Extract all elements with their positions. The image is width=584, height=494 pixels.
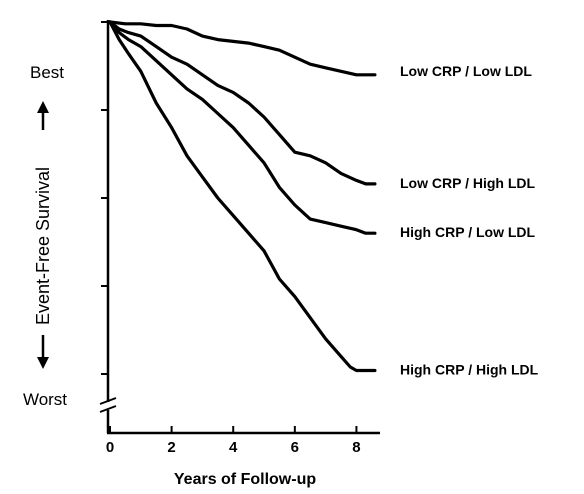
- series-line: [108, 20, 377, 77]
- axis-break-mark-upper: [99, 397, 117, 405]
- series-label: High CRP / Low LDL: [400, 224, 536, 240]
- series-lines: [108, 20, 377, 373]
- y-axis-label: Event-Free Survival: [33, 167, 53, 325]
- series-label: High CRP / High LDL: [400, 361, 539, 377]
- series-line: [108, 20, 377, 235]
- arrow-down-icon: [37, 335, 49, 369]
- y-ticks: [101, 21, 108, 375]
- y-bottom-label: Worst: [23, 390, 67, 409]
- y-axis-break: [99, 397, 117, 413]
- x-tick-label: 0: [106, 439, 114, 456]
- x-tick-label: 2: [167, 439, 175, 456]
- y-top-label: Best: [30, 63, 64, 82]
- axis-break-mark-lower: [99, 405, 117, 413]
- arrow-up-icon: [37, 101, 49, 130]
- series-label: Low CRP / High LDL: [400, 175, 536, 191]
- series-line: [108, 20, 377, 186]
- x-axis-label: Years of Follow-up: [174, 471, 316, 488]
- x-tick-label: 8: [352, 439, 360, 456]
- x-ticks: 0 2 4 6 8: [106, 426, 361, 456]
- x-tick-label: 4: [229, 439, 238, 456]
- series-line: [108, 20, 377, 373]
- series-label: Low CRP / Low LDL: [400, 63, 532, 79]
- x-tick-label: 6: [291, 439, 299, 456]
- series-labels: Low CRP / Low LDL Low CRP / High LDL High …: [400, 63, 539, 378]
